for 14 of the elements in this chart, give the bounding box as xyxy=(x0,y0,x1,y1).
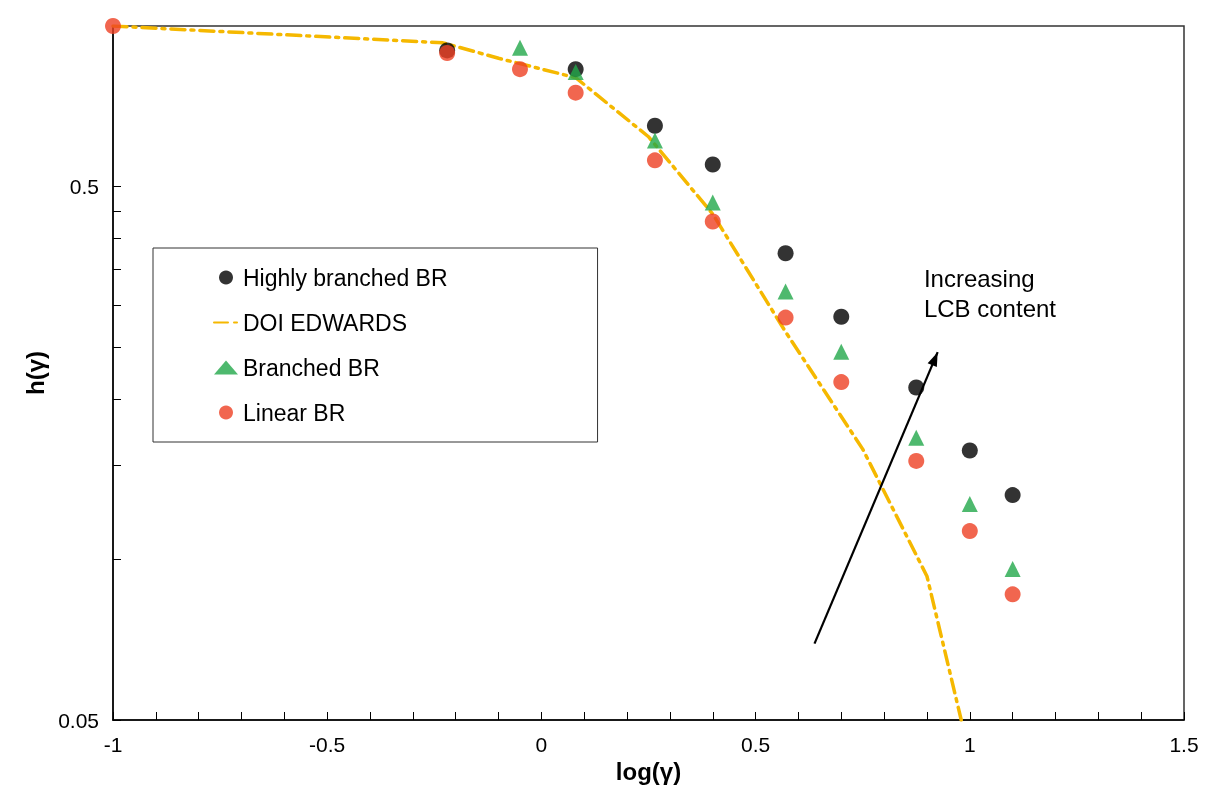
legend-label: DOI EDWARDS xyxy=(243,309,407,336)
x-tick-label: 0 xyxy=(535,733,548,756)
x-tick-label: -0.5 xyxy=(309,733,346,756)
x-tick-label: 1 xyxy=(963,733,976,756)
legend-label: Linear BR xyxy=(243,399,346,426)
x-tick-label: -1 xyxy=(103,733,123,756)
legend-label: Branched BR xyxy=(243,354,380,381)
legend-label: Highly branched BR xyxy=(243,264,448,291)
y-tick-label: 0.05 xyxy=(58,708,99,732)
y-axis-title: h(γ) xyxy=(21,351,49,395)
x-tick-label: 1.5 xyxy=(1169,733,1199,756)
x-tick-label: 0.5 xyxy=(741,733,771,756)
annotation: Increasing LCB content xyxy=(923,264,1057,322)
x-axis-title: log(γ) xyxy=(615,758,682,786)
